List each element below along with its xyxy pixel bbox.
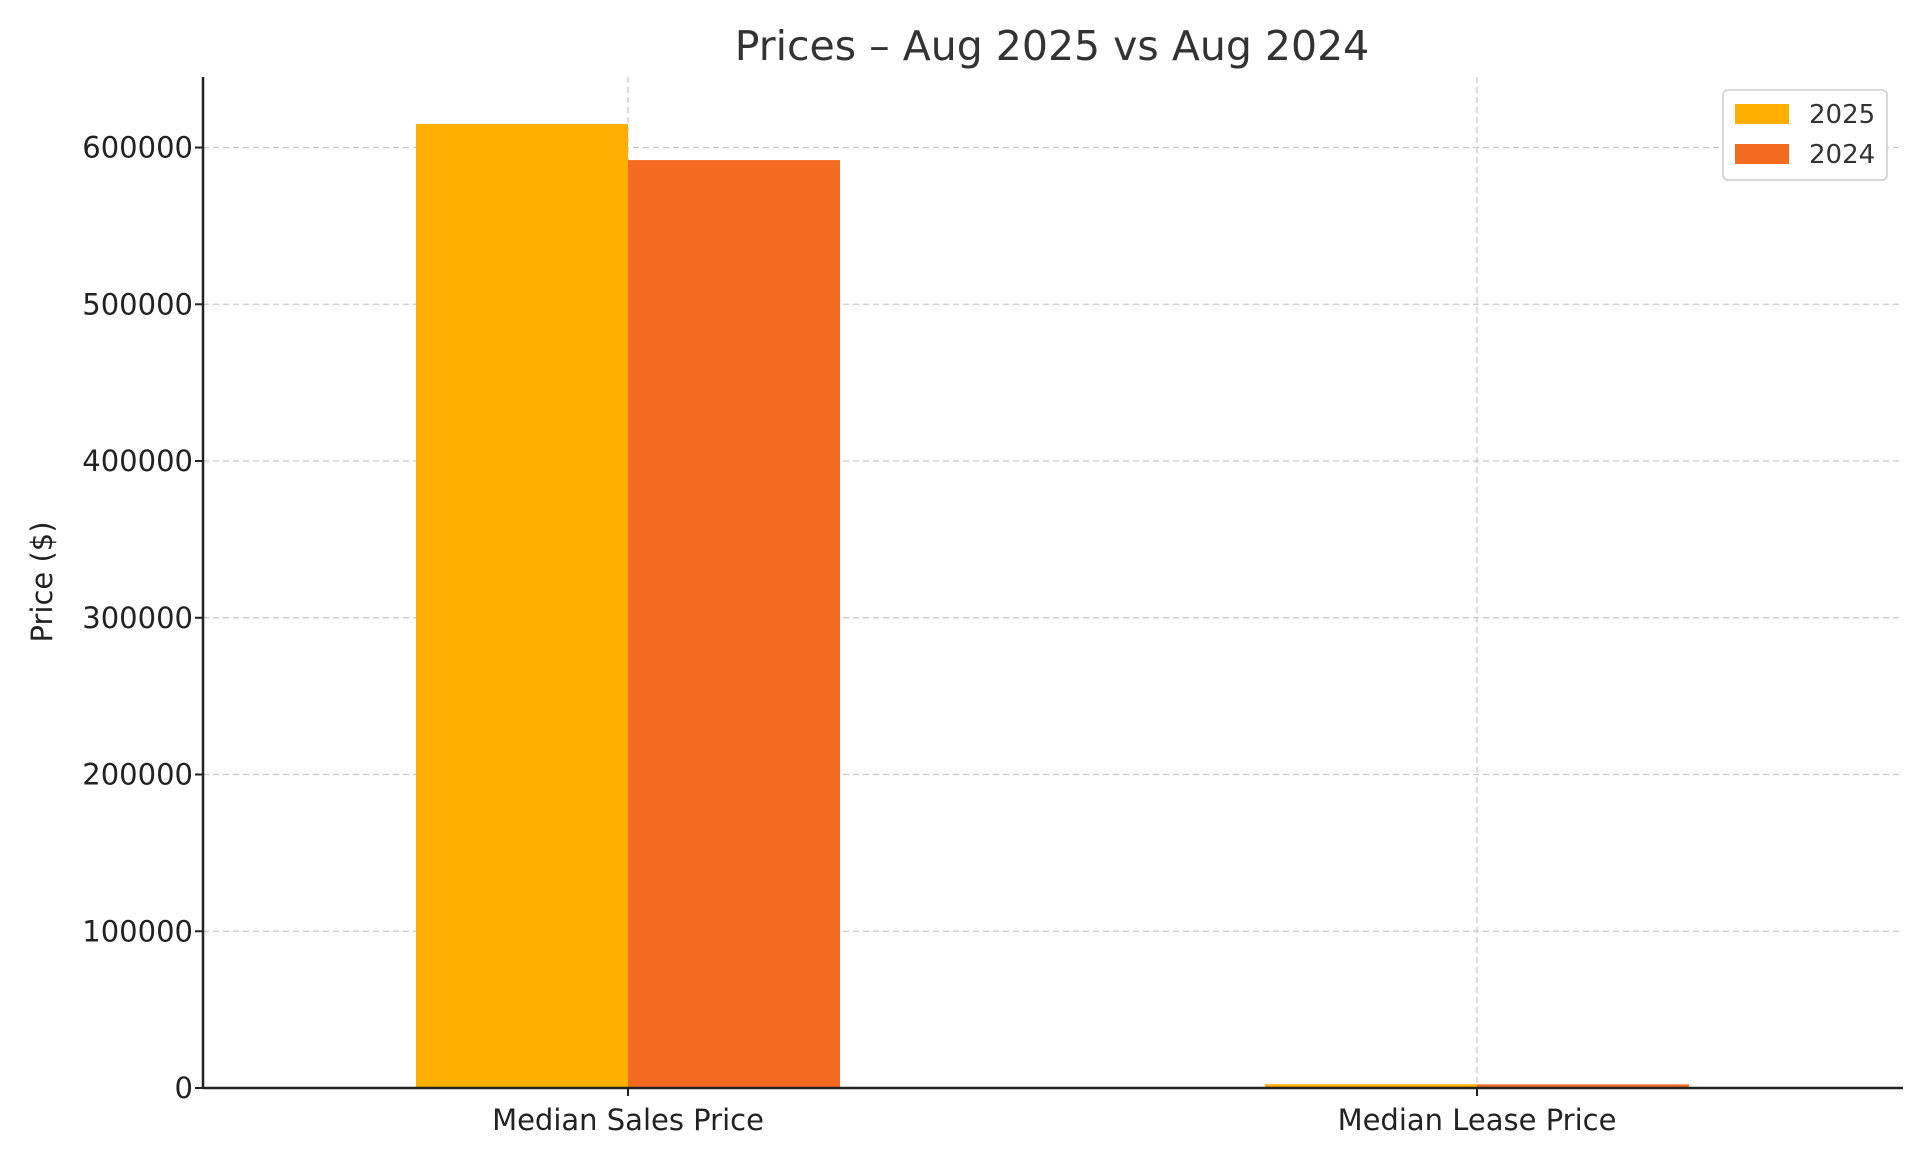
legend-label-2025: 2025 — [1809, 100, 1875, 130]
bar-2024-1 — [1477, 1084, 1689, 1088]
bar-2025-0 — [416, 124, 628, 1088]
legend-swatch-2025 — [1735, 104, 1789, 124]
bar-2025-1 — [1265, 1084, 1477, 1088]
y-tick-label: 100000 — [82, 914, 193, 948]
y-tick-label: 200000 — [82, 758, 193, 792]
y-tick-label: 600000 — [82, 131, 193, 165]
legend-swatch-2024 — [1735, 144, 1789, 164]
y-tick-label: 300000 — [82, 601, 193, 635]
y-tick-label: 0 — [175, 1071, 193, 1105]
legend: 2025 2024 — [1722, 89, 1888, 181]
chart-title: Prices – Aug 2025 vs Aug 2024 — [735, 22, 1370, 70]
tick-labels: 0 100000 200000 300000 400000 500000 600000 Med… — [82, 131, 1616, 1137]
legend-label-2024: 2024 — [1809, 140, 1875, 170]
y-tick-label: 400000 — [82, 444, 193, 478]
x-tick-label: Median Lease Price — [1338, 1103, 1617, 1137]
axes — [195, 77, 1903, 1096]
bar-2024-0 — [628, 160, 840, 1089]
x-tick-label: Median Sales Price — [492, 1103, 764, 1137]
y-axis-label: Price ($) — [25, 521, 59, 642]
y-tick-label: 500000 — [82, 287, 193, 321]
bars — [416, 124, 1689, 1089]
